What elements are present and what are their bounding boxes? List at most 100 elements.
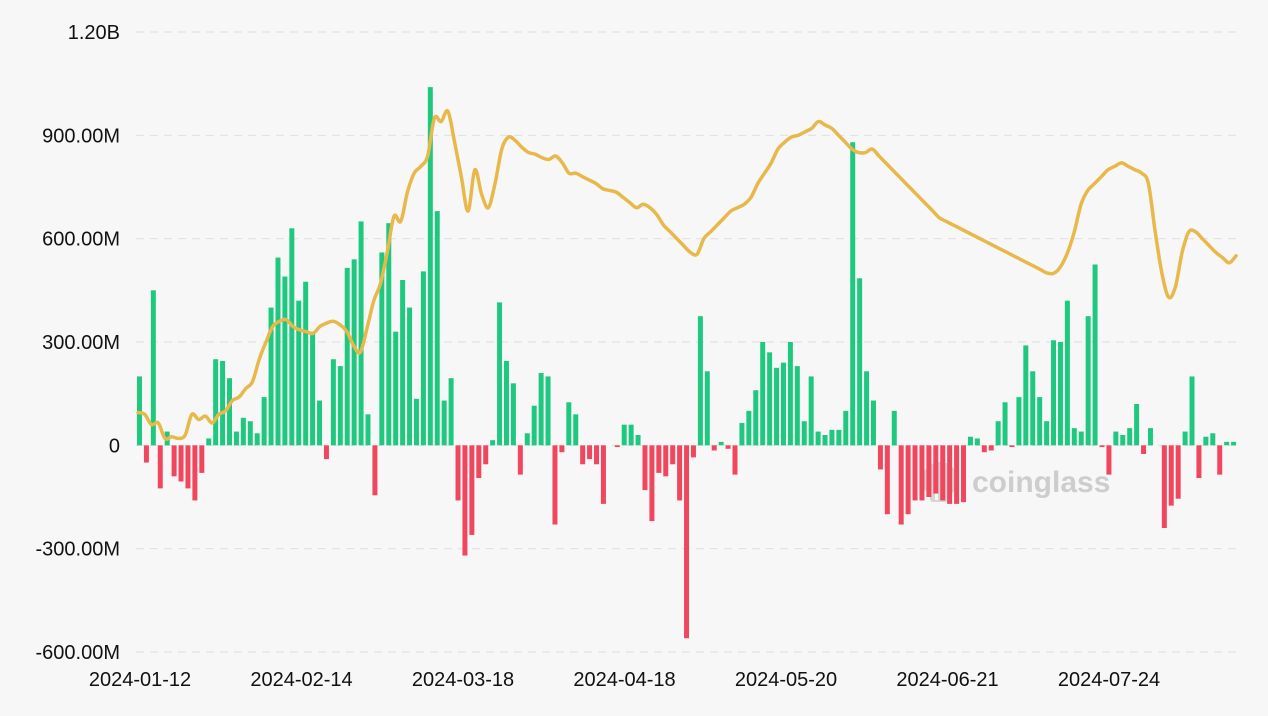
bar-positive: [1092, 264, 1098, 446]
bar-negative: [469, 445, 475, 535]
y-tick-label: 300.00M: [42, 332, 120, 354]
bar-positive: [801, 421, 807, 446]
bar-negative: [552, 445, 558, 525]
y-axis: 1.20B 900.00M 600.00M 300.00M 0 -300.00M -600.…: [36, 22, 121, 664]
bar-positive: [1002, 402, 1008, 446]
bar-positive: [1127, 428, 1133, 446]
bar-negative: [476, 445, 482, 479]
bar-positive: [822, 435, 828, 446]
bar-negative: [1106, 445, 1112, 475]
bar-positive: [330, 359, 336, 446]
bar-positive: [1085, 316, 1091, 446]
y-tick-label: 900.00M: [42, 125, 120, 147]
bar-positive: [150, 290, 156, 446]
bar-positive: [282, 276, 288, 446]
bar-positive: [220, 360, 226, 446]
bar-positive: [137, 376, 142, 446]
bar-negative: [877, 445, 883, 470]
bar-negative: [649, 445, 655, 522]
bar-positive: [787, 342, 793, 446]
bar-negative: [670, 445, 676, 465]
bar-positive: [303, 281, 309, 446]
x-tick-label: 2024-01-12: [89, 669, 191, 691]
bar-negative: [926, 445, 932, 497]
bar-negative: [1217, 445, 1223, 475]
bar-positive: [746, 410, 752, 446]
bar-positive: [317, 400, 323, 446]
bar-positive: [545, 376, 551, 446]
y-tick-label: 0: [109, 435, 120, 457]
bar-negative: [580, 445, 586, 465]
bar-negative: [462, 445, 468, 556]
bar-positive: [386, 223, 392, 446]
bar-positive: [227, 378, 233, 446]
line-series: [136, 108, 1238, 441]
bar-positive: [1078, 431, 1084, 446]
bar-positive: [1051, 340, 1057, 446]
bar-negative: [559, 445, 565, 453]
bar-positive: [289, 228, 295, 446]
y-tick-label: 600.00M: [42, 229, 120, 251]
bar-positive: [1203, 436, 1209, 446]
bar-negative: [954, 445, 960, 504]
bar-positive: [296, 300, 302, 446]
bar-negative: [192, 445, 198, 501]
bar-positive: [510, 383, 516, 446]
bar-positive: [815, 431, 821, 446]
bar-negative: [178, 445, 184, 482]
bar-positive: [704, 371, 710, 446]
bar-positive: [566, 402, 572, 446]
x-tick-label: 2024-06-21: [896, 669, 998, 691]
bar-positive: [1147, 428, 1153, 446]
bar-positive: [1134, 404, 1140, 446]
bar-negative: [1141, 445, 1147, 454]
bar-negative: [1175, 445, 1181, 499]
bar-negative: [684, 445, 690, 639]
x-tick-label: 2024-03-18: [412, 669, 514, 691]
bar-positive: [808, 376, 814, 446]
bar-positive: [871, 400, 876, 446]
bar-negative: [517, 445, 523, 475]
bar-positive: [337, 366, 343, 446]
x-tick-label: 2024-02-14: [250, 669, 352, 691]
bar-positive: [1030, 371, 1036, 446]
y-tick-label: -300.00M: [36, 539, 121, 561]
bar-negative: [199, 445, 205, 473]
bar-positive: [233, 431, 239, 446]
bar-negative: [940, 445, 946, 501]
bar-positive: [1210, 433, 1216, 446]
bar-negative: [1099, 445, 1105, 448]
bar-positive: [995, 421, 1001, 446]
x-tick-label: 2024-05-20: [735, 669, 837, 691]
bar-positive: [240, 417, 246, 446]
bar-positive: [767, 352, 773, 446]
bar-positive: [524, 433, 530, 446]
bar-positive: [780, 362, 786, 446]
bar-negative: [725, 445, 731, 449]
bar-negative: [1009, 445, 1015, 448]
bar-positive: [1231, 441, 1237, 446]
bar-negative: [157, 445, 163, 489]
bar-positive: [254, 433, 260, 446]
bar-negative: [919, 445, 925, 501]
bar-positive: [850, 142, 856, 446]
bar-negative: [323, 445, 329, 460]
bar-negative: [483, 445, 489, 465]
bar-negative: [961, 445, 967, 503]
bar-positive: [310, 331, 316, 446]
bar-positive: [739, 422, 745, 446]
bar-positive: [573, 414, 579, 446]
bar-positive: [379, 252, 385, 446]
bar-positive: [268, 307, 274, 446]
bar-negative: [912, 445, 918, 501]
bar-positive: [351, 259, 357, 446]
bar-positive: [794, 366, 800, 446]
bar-negative: [988, 445, 994, 451]
bar-positive: [365, 414, 371, 446]
bar-negative: [185, 445, 191, 489]
bar-positive: [760, 342, 766, 446]
watermark-text: coinglass: [972, 466, 1110, 499]
bar-negative: [614, 445, 620, 448]
bar-positive: [420, 271, 426, 446]
